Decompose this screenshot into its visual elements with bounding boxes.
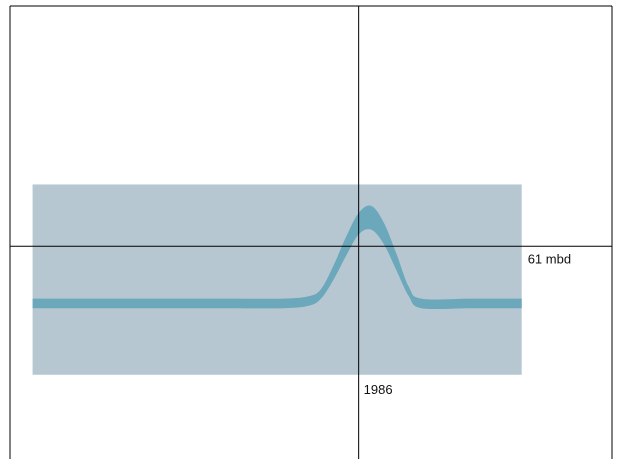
y-tick-label: 61 mbd (528, 251, 571, 266)
x-tick-label: 1986 (364, 382, 393, 397)
shaded-band (32, 184, 522, 375)
series-area (32, 205, 522, 310)
